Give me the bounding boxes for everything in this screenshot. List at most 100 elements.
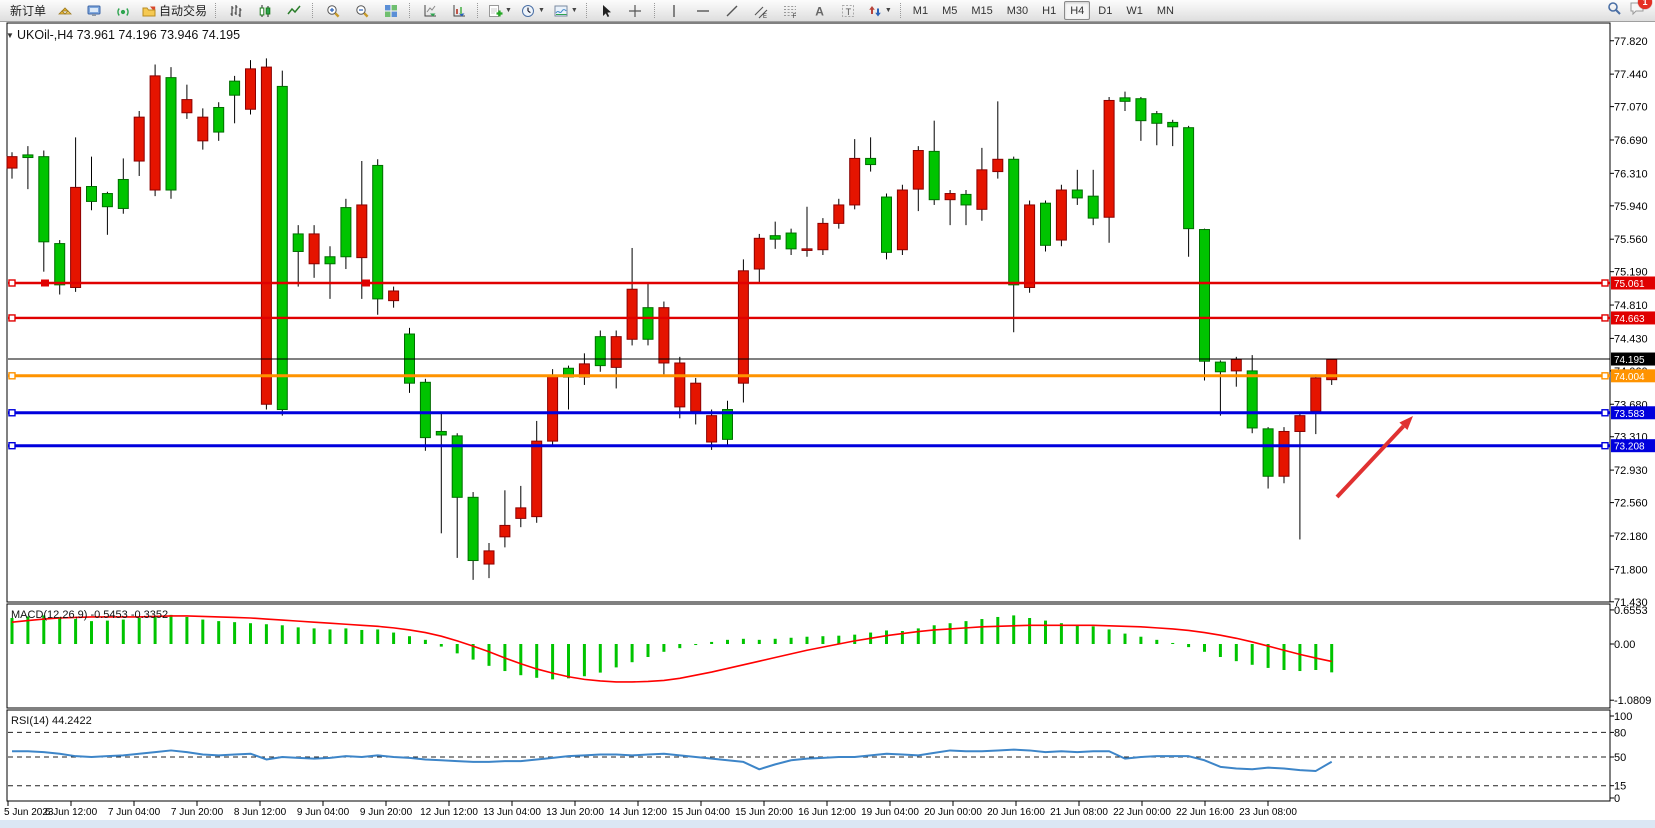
chat-icon[interactable]: 1 xyxy=(1629,0,1652,21)
chart-autoscroll-icon[interactable] xyxy=(445,0,472,21)
chevron-down-icon[interactable]: ▼ xyxy=(570,7,578,14)
chevron-down-icon[interactable]: ▼ xyxy=(505,7,512,14)
fibonacci-icon[interactable]: F xyxy=(777,0,804,21)
templates-button[interactable]: ▼ xyxy=(550,0,581,21)
timeframe-h1[interactable]: H1 xyxy=(1042,4,1057,17)
timeframe-m1[interactable]: M1 xyxy=(912,4,929,17)
candle xyxy=(467,496,479,562)
line-handle[interactable] xyxy=(8,409,16,417)
periods-button[interactable]: ▼ xyxy=(517,0,548,21)
toolbar: 新订单 自动交易 ▼ ▼ ▼ E F A T ▼ M1 M5 M15 M30 H1 H4 D1 W1 MN 1 xyxy=(0,0,1655,22)
chart-shift-icon[interactable] xyxy=(416,0,443,21)
rsi-line xyxy=(12,748,1333,772)
fibonacci-icon: F xyxy=(782,3,798,19)
channel-icon[interactable]: E xyxy=(748,0,775,21)
timeframe-w1[interactable]: W1 xyxy=(1126,4,1143,17)
autotrade-button[interactable]: 自动交易 xyxy=(138,0,210,21)
timeframe-mn[interactable]: MN xyxy=(1156,4,1174,17)
price-tick-label: 77.440 xyxy=(1614,69,1648,81)
candle xyxy=(435,430,447,436)
tile-windows-icon[interactable] xyxy=(377,0,404,21)
timeframe-m30[interactable]: M30 xyxy=(1006,4,1029,17)
zoom-in-icon[interactable] xyxy=(319,0,346,21)
candlestick-chart-icon[interactable] xyxy=(251,0,278,21)
candle xyxy=(881,196,892,253)
candle xyxy=(419,381,431,439)
new-chart-button xyxy=(487,3,503,19)
timeframe-h4[interactable]: H4 xyxy=(1064,1,1091,20)
toolbar-separator xyxy=(215,3,217,18)
text-label-icon[interactable]: T xyxy=(835,0,862,21)
line-handle[interactable] xyxy=(8,372,16,380)
cursor-icon[interactable] xyxy=(593,0,620,21)
candle xyxy=(1294,415,1306,432)
chevron-down-icon[interactable]: ▼ xyxy=(537,7,545,14)
price-tick-label: 71.430 xyxy=(1614,597,1648,609)
candle xyxy=(101,193,113,208)
trendline-icon[interactable] xyxy=(719,0,746,21)
timeframe-d1[interactable]: D1 xyxy=(1098,4,1113,17)
templates-button xyxy=(553,3,569,19)
timeframe-m15[interactable]: M15 xyxy=(971,4,993,17)
price-badge-label: 75.061 xyxy=(1614,279,1645,290)
line-handle[interactable] xyxy=(1601,372,1609,380)
price-tick-label: 75.190 xyxy=(1614,267,1648,279)
line-handle[interactable] xyxy=(362,279,370,287)
candle xyxy=(722,409,733,440)
toolbar-separator xyxy=(899,3,902,18)
cursor-icon xyxy=(598,3,614,19)
zoom-out-icon xyxy=(354,3,370,19)
arrows-icon[interactable]: ▼ xyxy=(864,0,895,21)
candle xyxy=(1151,113,1163,124)
candle xyxy=(594,336,606,367)
date-tick-label: 8 Jun 12:00 xyxy=(234,807,287,818)
date-tick-label: 7 Jun 20:00 xyxy=(171,807,224,818)
annotation-arrow[interactable] xyxy=(1335,424,1405,499)
candle xyxy=(674,362,686,408)
line-handle[interactable] xyxy=(8,314,16,322)
price-tick-label: 76.690 xyxy=(1614,135,1648,147)
bar-chart-icon[interactable] xyxy=(222,0,249,21)
horizontal-line-icon xyxy=(695,3,711,19)
chart-shift-icon xyxy=(422,3,438,19)
line-handle[interactable] xyxy=(8,441,16,450)
new-chart-button[interactable]: ▼ xyxy=(484,0,515,21)
candle xyxy=(388,290,400,302)
date-tick-label: 22 Jun 00:00 xyxy=(1113,807,1171,818)
candle xyxy=(1055,189,1067,241)
gold-icon[interactable] xyxy=(51,0,78,21)
zoom-out-icon[interactable] xyxy=(348,0,375,21)
bar-chart-icon xyxy=(228,3,244,19)
collapse-icon[interactable]: ▼ xyxy=(6,31,14,40)
line-chart-icon[interactable] xyxy=(280,0,307,21)
line-handle[interactable] xyxy=(1601,409,1609,417)
market-watch-icon[interactable] xyxy=(80,0,107,21)
signals-icon[interactable] xyxy=(109,0,136,21)
tile-windows-icon xyxy=(383,3,399,19)
search-icon[interactable] xyxy=(1606,0,1622,21)
line-handle[interactable] xyxy=(41,279,49,287)
arrows-icon xyxy=(867,3,883,19)
new-order-button[interactable]: 新订单 xyxy=(10,4,47,18)
line-handle[interactable] xyxy=(1601,279,1609,287)
timeframe-m5[interactable]: M5 xyxy=(942,4,958,17)
candle xyxy=(1008,158,1020,286)
candle xyxy=(1135,98,1147,122)
candle xyxy=(976,169,988,210)
gold-icon xyxy=(57,3,73,19)
periods-button xyxy=(520,3,536,19)
annotation-arrow-head[interactable] xyxy=(1399,416,1413,430)
candle xyxy=(340,207,352,258)
vertical-line-icon[interactable] xyxy=(661,0,688,21)
horizontal-line-icon[interactable] xyxy=(690,0,717,21)
candle xyxy=(690,382,702,412)
line-handle[interactable] xyxy=(8,279,16,287)
text-icon[interactable]: A xyxy=(806,0,833,21)
line-handle[interactable] xyxy=(1601,441,1609,450)
line-handle[interactable] xyxy=(1601,314,1609,322)
trendline-icon xyxy=(724,3,740,19)
price-tick-label: 75.560 xyxy=(1614,234,1648,246)
crosshair-icon[interactable] xyxy=(622,0,649,21)
chevron-down-icon[interactable]: ▼ xyxy=(884,7,892,14)
candle xyxy=(86,186,97,202)
